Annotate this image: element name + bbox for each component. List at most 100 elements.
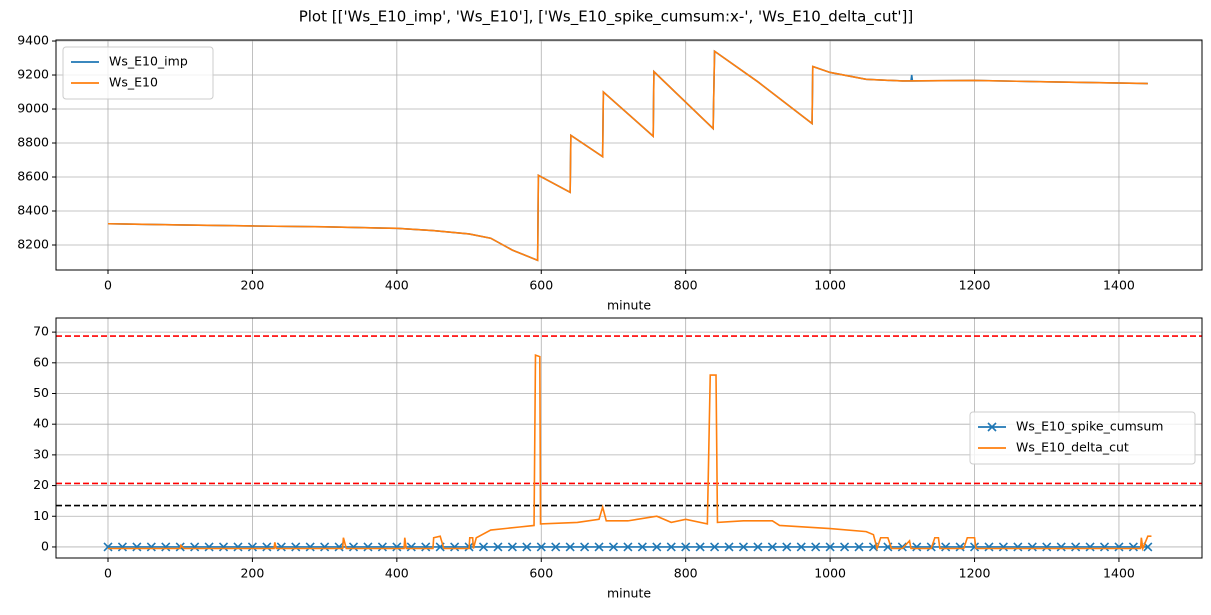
marker	[839, 542, 850, 552]
marker	[363, 542, 373, 552]
marker	[1114, 542, 1124, 552]
marker	[334, 542, 344, 552]
marker	[580, 542, 590, 552]
y-tick-label: 9400	[17, 33, 49, 48]
marker	[955, 542, 965, 552]
marker	[1056, 542, 1066, 552]
marker	[493, 542, 503, 552]
legend-label: Ws_E10	[109, 75, 158, 90]
x-tick-label: 1200	[959, 278, 991, 293]
marker	[695, 542, 705, 552]
marker	[190, 542, 200, 552]
marker	[204, 542, 214, 552]
y-tick-label: 10	[33, 508, 49, 523]
marker	[551, 542, 561, 552]
marker	[623, 542, 633, 552]
marker	[161, 542, 171, 552]
y-tick-label: 8400	[17, 203, 49, 218]
y-tick-label: 8200	[17, 237, 49, 252]
marker	[941, 542, 951, 552]
x-tick-label: 800	[674, 566, 698, 581]
x-axis-label: minute	[607, 586, 651, 601]
y-tick-label: 9200	[17, 67, 49, 82]
marker	[1013, 542, 1023, 552]
marker	[291, 542, 301, 552]
marker	[753, 542, 763, 552]
marker	[825, 542, 835, 552]
legend-box	[62, 46, 214, 100]
x-tick-label: 400	[385, 566, 409, 581]
marker	[998, 542, 1008, 552]
y-tick-label: 50	[33, 385, 49, 400]
marker	[710, 542, 720, 552]
marker	[103, 542, 113, 552]
y-tick-label: 0	[41, 538, 49, 553]
plot-area	[107, 49, 1148, 262]
marker	[233, 542, 243, 552]
legend-label: Ws_E10_delta_cut	[1016, 440, 1129, 455]
marker	[1128, 542, 1138, 552]
marker	[1027, 542, 1037, 552]
y-tick-label: 9000	[17, 101, 49, 116]
x-tick-label: 1400	[1103, 278, 1135, 293]
x-tick-label: 800	[674, 278, 698, 293]
marker	[666, 542, 676, 552]
x-tick-label: 400	[385, 278, 409, 293]
marker	[984, 542, 994, 552]
legend-label: Ws_E10_spike_cumsum	[1016, 419, 1163, 434]
marker	[406, 542, 416, 552]
x-tick-label: 1400	[1103, 566, 1135, 581]
marker	[320, 542, 330, 552]
y-tick-label: 8800	[17, 135, 49, 150]
marker	[276, 542, 286, 552]
x-tick-label: 0	[104, 278, 112, 293]
y-tick-label: 20	[33, 477, 49, 492]
marker	[507, 542, 517, 552]
marker	[767, 542, 777, 552]
marker	[912, 542, 922, 552]
marker	[565, 542, 575, 552]
y-tick-label: 30	[33, 446, 49, 461]
axes-frame	[55, 317, 1203, 559]
marker	[681, 542, 691, 552]
legend-box	[969, 411, 1196, 465]
marker	[421, 542, 431, 552]
marker	[796, 542, 806, 552]
series-line	[107, 354, 1152, 552]
plot-area	[56, 335, 1202, 552]
marker	[637, 542, 647, 552]
marker	[1042, 542, 1052, 552]
marker	[392, 542, 402, 552]
marker	[522, 542, 532, 552]
marker	[132, 542, 142, 552]
marker	[146, 542, 156, 552]
marker	[305, 542, 315, 552]
marker	[782, 542, 792, 552]
marker	[218, 542, 229, 552]
series-line	[107, 49, 1148, 262]
x-axis-label: minute	[607, 298, 651, 313]
marker	[247, 542, 257, 552]
marker	[262, 542, 272, 552]
marker	[450, 542, 460, 552]
marker	[478, 542, 489, 552]
marker	[854, 542, 864, 552]
marker	[348, 542, 359, 552]
x-tick-label: 0	[104, 566, 112, 581]
legend-label: Ws_E10_imp	[109, 54, 188, 69]
y-tick-label: 40	[33, 416, 49, 431]
x-tick-label: 600	[529, 278, 553, 293]
marker	[608, 542, 619, 552]
legend-marker	[987, 422, 997, 432]
x-tick-label: 1200	[959, 566, 991, 581]
y-tick-label: 70	[33, 324, 49, 339]
marker	[897, 542, 907, 552]
figure-title: Plot [['Ws_E10_imp', 'Ws_E10'], ['Ws_E10…	[299, 8, 914, 27]
marker	[724, 542, 734, 552]
marker	[117, 542, 128, 552]
marker	[652, 542, 662, 552]
x-tick-label: 600	[529, 566, 553, 581]
marker	[536, 542, 546, 552]
